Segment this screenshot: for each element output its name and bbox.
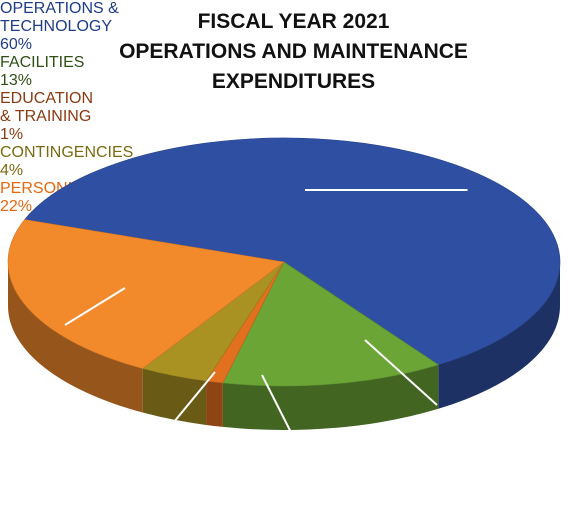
- value-label: 1%: [0, 126, 24, 143]
- chart-title: OPERATIONS AND MAINTENANCE: [119, 40, 468, 63]
- value-label: 22%: [0, 198, 33, 215]
- chart-title: EXPENDITURES: [211, 70, 376, 93]
- category-label: EDUCATION & TRAINING: [0, 90, 94, 125]
- category-label: CONTINGENCIES: [0, 144, 134, 161]
- value-label: 60%: [0, 36, 33, 53]
- slice: [7, 219, 285, 369]
- slice-side: [142, 368, 207, 425]
- data-label: FACILITIES 13%: [0, 54, 84, 90]
- leader-line: [364, 339, 438, 406]
- slice-side: [8, 262, 143, 413]
- slice-side: [438, 262, 560, 409]
- slice: [24, 137, 561, 366]
- data-label: EDUCATION & TRAINING 1%: [0, 90, 108, 144]
- data-label: CONTINGENCIES 4%: [0, 144, 134, 180]
- category-label: OPERATIONS & TECHNOLOGY: [0, 0, 119, 35]
- data-label: OPERATIONS & TECHNOLOGY 60%: [0, 0, 225, 54]
- slice-side: [206, 380, 223, 427]
- leader-line: [261, 374, 307, 463]
- value-label: 13%: [0, 72, 33, 89]
- chart-title: FISCAL YEAR 2021: [197, 10, 390, 33]
- leader-line: [145, 371, 216, 457]
- slice: [222, 261, 440, 387]
- category-label: FACILITIES: [0, 54, 85, 71]
- value-label: 4%: [0, 162, 24, 179]
- slice-side: [222, 364, 439, 430]
- leader-line: [64, 287, 126, 326]
